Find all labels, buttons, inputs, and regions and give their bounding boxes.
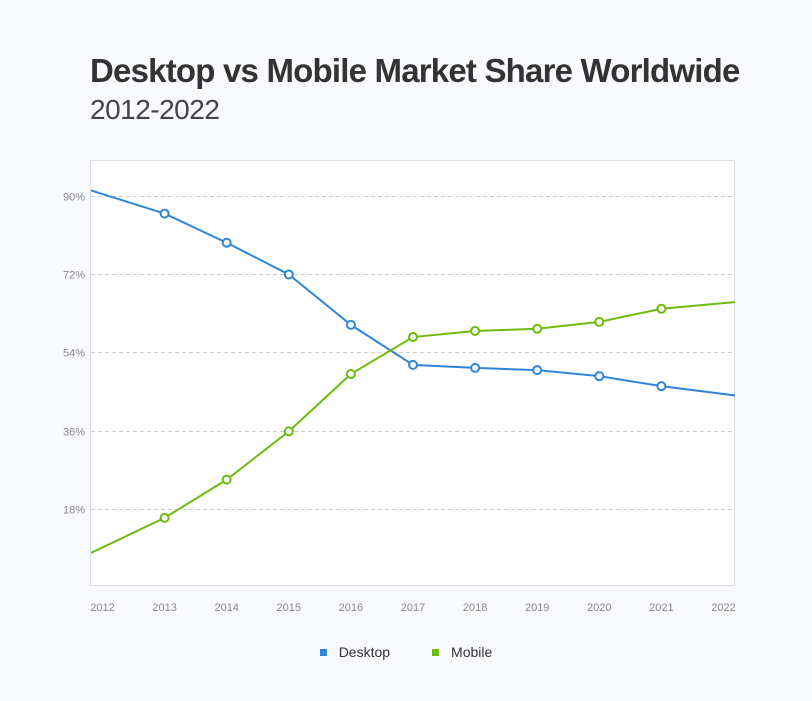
data-point-desktop: [532, 365, 543, 376]
x-tick-label: 2016: [339, 602, 363, 614]
data-point-desktop: [221, 237, 232, 248]
x-tick-label: 2021: [649, 602, 673, 614]
x-tick-label: 2019: [525, 602, 549, 614]
data-point-desktop: [656, 381, 667, 392]
x-tick-label: 2015: [277, 602, 301, 614]
x-tick-label: 2014: [214, 602, 238, 614]
data-point-mobile: [159, 512, 170, 523]
legend: Desktop Mobile: [0, 644, 812, 660]
data-point-mobile: [532, 323, 543, 334]
x-tick-label: 2013: [152, 602, 176, 614]
x-tick-label: 2020: [587, 602, 611, 614]
data-point-desktop: [159, 208, 170, 219]
legend-item-mobile[interactable]: Mobile: [432, 644, 492, 660]
x-tick-label: 2017: [401, 602, 425, 614]
y-tick-label: 90%: [63, 192, 85, 204]
mobile-swatch-icon: [432, 648, 440, 656]
data-point-mobile: [656, 303, 667, 314]
y-tick-label: 72%: [63, 270, 85, 282]
data-point-mobile: [408, 332, 418, 343]
data-point-mobile: [594, 316, 605, 327]
chart-subtitle: 2012-2022: [90, 94, 220, 125]
y-tick-label: 18%: [63, 505, 85, 517]
x-tick-label: 2022: [711, 602, 735, 614]
legend-label: Desktop: [338, 644, 391, 660]
data-point-mobile: [470, 325, 481, 336]
chart-title: Desktop vs Mobile Market Share Worldwide: [90, 52, 740, 89]
data-point-mobile: [345, 369, 356, 379]
desktop-swatch-icon: [319, 648, 327, 656]
data-point-desktop: [594, 371, 605, 382]
x-tick-label: 2018: [463, 602, 487, 614]
data-point-desktop: [408, 359, 418, 370]
plot-area: [90, 160, 735, 586]
x-tick-label: 2012: [90, 602, 114, 614]
data-point-mobile: [221, 474, 232, 485]
data-point-desktop: [345, 319, 356, 330]
y-tick-label: 36%: [63, 427, 85, 439]
legend-item-desktop[interactable]: Desktop: [319, 644, 391, 660]
data-point-desktop: [470, 362, 481, 373]
y-tick-label: 54%: [63, 348, 85, 360]
data-point-mobile: [283, 426, 294, 437]
legend-label: Mobile: [451, 644, 493, 660]
data-point-desktop: [283, 269, 294, 280]
